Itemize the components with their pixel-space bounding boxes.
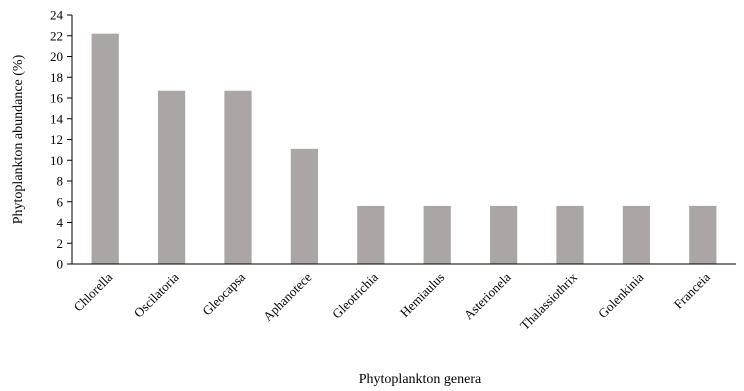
x-tick-label-hemiaulus: Hemiaulus — [397, 270, 447, 320]
x-tick-label-gleocapsa: Gleocapsa — [199, 269, 248, 318]
x-tick-label-aphanotece: Aphanotece — [260, 269, 315, 324]
bar-chlorella — [91, 33, 119, 264]
y-tick-label: 18 — [50, 70, 63, 85]
x-tick-label-gleotrichia: Gleotrichia — [329, 269, 381, 321]
x-tick-label-chlorella: Chlorella — [70, 269, 115, 314]
x-axis-title: Phytoplankton genera — [359, 372, 482, 387]
y-tick-label: 12 — [50, 132, 63, 147]
y-tick-label: 22 — [50, 28, 63, 43]
bar-franceia — [689, 205, 717, 264]
y-tick-label: 8 — [57, 174, 64, 189]
y-tick-label: 16 — [50, 91, 64, 106]
x-axis-ticks: Chlorella Oscilatoria Gleocapsa Aphanotece G… — [70, 269, 713, 333]
y-tick-label: 2 — [57, 236, 64, 251]
x-tick-label-oscilatoria: Oscilatoria — [131, 269, 182, 320]
bar-gleocapsa — [224, 90, 252, 264]
x-tick-label-golenkinia: Golenkinia — [595, 269, 647, 321]
bar-hemiaulus — [423, 205, 451, 264]
y-tick-label: 6 — [57, 194, 64, 209]
bar-aphanotece — [290, 148, 319, 264]
y-tick-label: 24 — [50, 8, 64, 23]
y-tick-label: 14 — [50, 111, 64, 126]
x-tick-label-thalassiothrix: Thalassiothrix — [517, 269, 581, 333]
y-tick-label: 0 — [57, 257, 64, 272]
bar-oscilatoria — [157, 90, 186, 264]
bar-gleotrichia — [357, 205, 385, 264]
x-tick-label-franceia: Franceia — [671, 269, 713, 311]
y-tick-label: 20 — [50, 49, 63, 64]
bars — [91, 33, 717, 264]
x-tick-label-asterionela: Asterionela — [461, 269, 514, 322]
y-axis-title: Phytoplankton abundance (%) — [11, 54, 26, 224]
bar-golenkinia — [622, 205, 651, 264]
y-tick-label: 10 — [50, 153, 63, 168]
bar-asterionela — [489, 205, 518, 264]
y-tick-label: 4 — [57, 215, 64, 230]
bar-thalassiothrix — [556, 205, 584, 264]
